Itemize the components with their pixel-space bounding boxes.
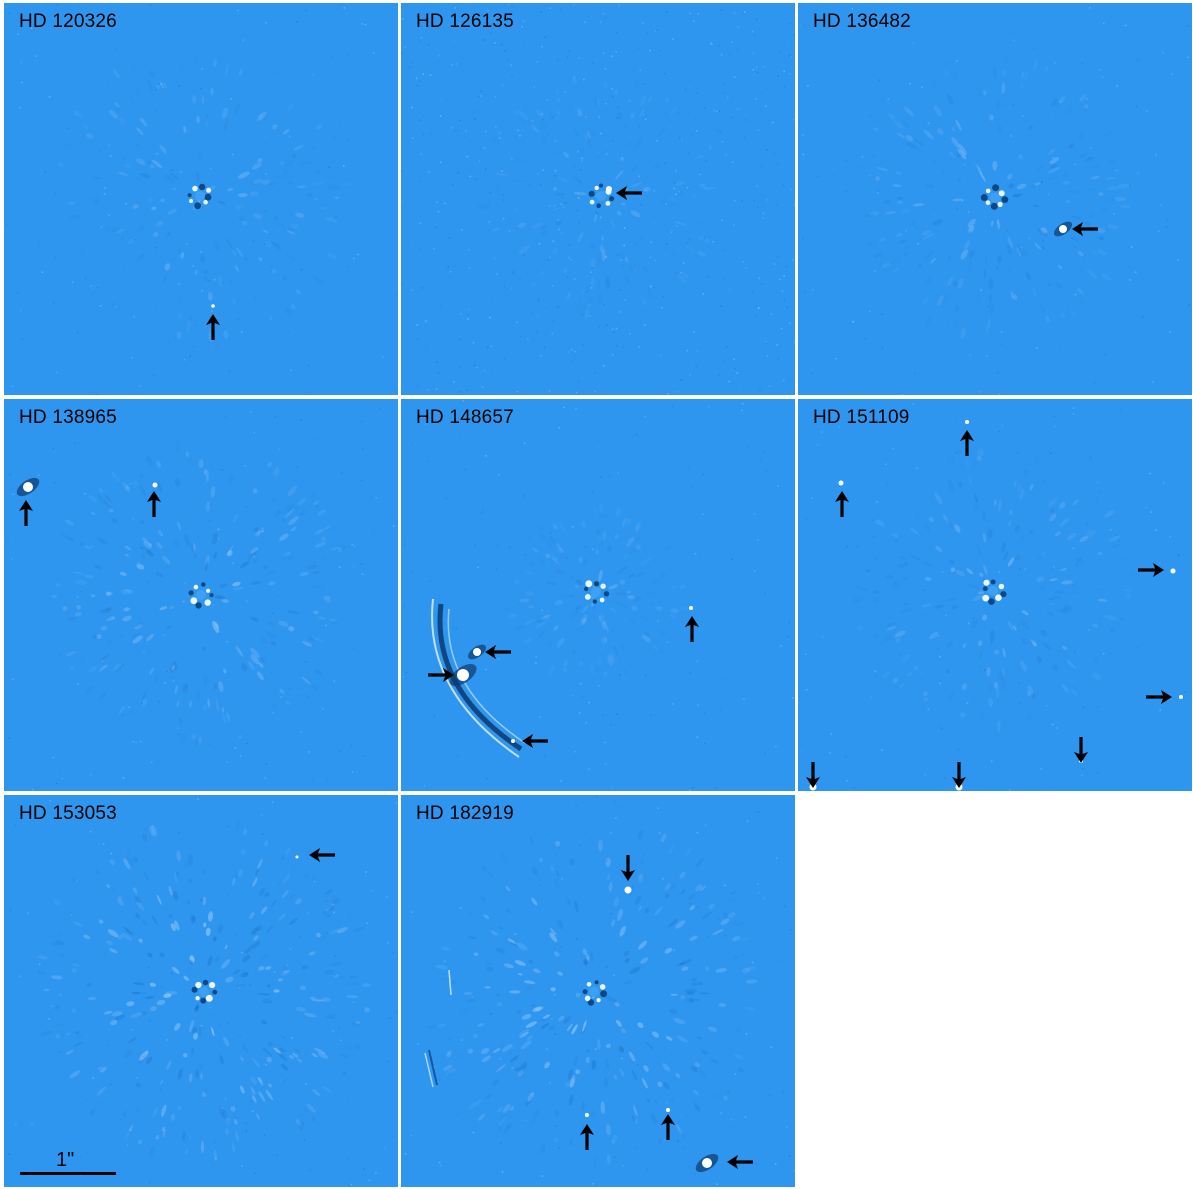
star-core-residual [982,579,1007,605]
star-core-residual [187,183,212,210]
point-source [606,186,612,192]
panel-title: HD 120326 [19,11,117,32]
arrow-marker [147,491,161,517]
scale-bar [20,1172,116,1175]
arrow-marker [727,1155,753,1169]
speckle-image [4,3,398,395]
arrow-marker [522,734,548,748]
panel-title: HD 126135 [416,11,514,32]
star-core-residual [583,580,610,604]
panel-hd-126135: HD 126135 [401,3,795,395]
point-source [211,304,215,308]
star-core-residual [582,980,608,1006]
arrow-marker [806,762,820,788]
arrow-marker [685,616,699,642]
arrow-marker [616,186,642,200]
speckle-image [401,795,795,1187]
arrow-marker [428,668,454,682]
arrow-marker [580,1124,594,1150]
arrow-marker [952,762,966,788]
panel-hd-148657: HD 148657 [401,399,795,791]
arrow-marker [1074,737,1088,763]
panel-hd-151109: HD 151109 [798,399,1192,791]
panel-title: HD 136482 [813,11,911,32]
arrow-marker [621,855,635,881]
panel-title: HD 138965 [19,407,117,428]
panel-title: HD 182919 [416,803,514,824]
arrow-marker [206,314,220,340]
point-source [511,739,515,743]
arrow-marker [485,645,511,659]
panel-hd-153053: HD 153053 1" [4,795,398,1187]
arrow-marker [661,1114,675,1140]
scale-bar-label: 1" [56,1149,75,1171]
arrow-marker [1146,690,1172,704]
point-source [624,886,632,894]
point-source [838,480,844,486]
star-core-residual [191,979,218,1004]
speckle-image [4,399,398,791]
point-source [702,1158,712,1168]
point-source [1059,225,1067,233]
point-source [295,855,299,859]
arrow-marker [835,491,849,517]
point-source [1179,695,1183,699]
star-core-residual [980,184,1009,210]
panel-hd-182919: HD 182919 [401,795,795,1187]
point-source [666,1108,670,1112]
arrow-marker [309,848,335,862]
panel-title: HD 148657 [416,407,514,428]
point-source [965,420,969,424]
star-core-residual [188,582,214,609]
arrow-marker [960,430,974,456]
point-source [689,606,693,610]
arrow-marker [1072,222,1098,236]
speckle-image [798,3,1192,395]
point-source [23,482,33,492]
point-source [457,669,469,681]
arrow-marker [1138,563,1164,577]
speckle-image [401,3,795,395]
point-source [152,482,158,488]
point-source [585,1113,589,1117]
panel-title: HD 153053 [19,803,117,824]
panel-title: HD 151109 [813,407,910,428]
speckle-image [4,795,398,1187]
panel-hd-138965: HD 138965 [4,399,398,791]
point-source [473,648,481,656]
panel-hd-120326: HD 120326 [4,3,398,395]
speckle-image [401,399,795,791]
speckle-image [798,399,1192,791]
panel-hd-136482: HD 136482 [798,3,1192,395]
point-source [1170,568,1176,574]
arrow-marker [19,500,33,526]
